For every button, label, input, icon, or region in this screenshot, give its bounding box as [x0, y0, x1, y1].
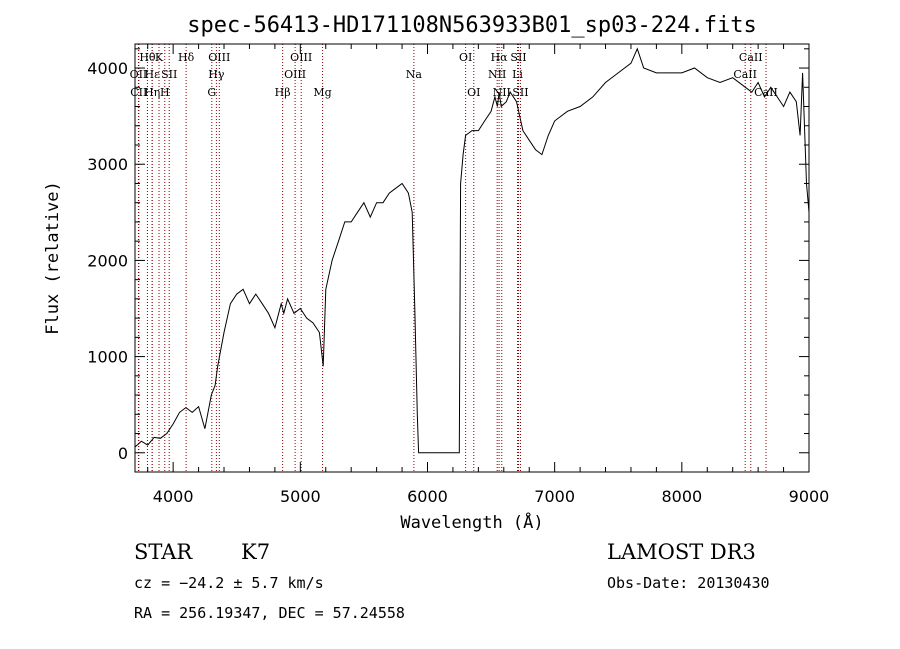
- line-marker-label: Hη: [144, 86, 160, 99]
- line-marker-label: CaII: [733, 68, 757, 81]
- object-type: STAR: [134, 540, 193, 564]
- line-marker-label: OIII: [290, 51, 312, 64]
- line-markers: [137, 44, 767, 472]
- line-marker-label: Hθ: [139, 51, 156, 64]
- line-marker-label: NII: [488, 68, 506, 81]
- line-marker-label: Hβ: [275, 86, 291, 99]
- x-axis-ticks: 4000 5000 6000 7000 8000 9000: [147, 44, 830, 506]
- plot-frame: [134, 43, 810, 473]
- line-marker-label: Mg: [313, 86, 331, 99]
- line-marker-label: G: [207, 86, 216, 99]
- x-tick-label: 8000: [661, 487, 702, 506]
- line-marker-label: OI: [459, 51, 472, 64]
- x-tick-label: 5000: [280, 487, 321, 506]
- line-marker-label: SII: [161, 68, 177, 81]
- line-marker-label: K: [155, 51, 164, 64]
- line-marker-label: SII: [512, 86, 528, 99]
- flux-series-line: [134, 47, 810, 454]
- line-marker-label: OIII: [208, 51, 230, 64]
- line-marker-label: Hα: [491, 51, 509, 64]
- x-axis-label: Wavelength (Å): [400, 511, 543, 533]
- line-marker-label: Li: [512, 68, 523, 81]
- line-marker-label: Hε: [145, 68, 161, 81]
- line-marker-label: SII: [510, 51, 526, 64]
- y-tick-label: 0: [118, 444, 128, 463]
- line-marker-label: CaII: [739, 51, 763, 64]
- y-tick-label: 3000: [87, 155, 128, 174]
- spectral-class: K7: [241, 540, 271, 564]
- line-marker-label: OI: [467, 86, 480, 99]
- line-marker-label: NII: [493, 86, 511, 99]
- x-tick-label: 9000: [789, 487, 830, 506]
- y-axis-label: Flux (relative): [43, 181, 63, 335]
- x-tick-label: 7000: [534, 487, 575, 506]
- observation-date: Obs-Date: 20130430: [607, 574, 770, 592]
- redshift-velocity: cz = −24.2 ± 5.7 km/s: [134, 574, 324, 592]
- x-tick-label: 6000: [407, 487, 448, 506]
- y-tick-label: 1000: [87, 348, 128, 367]
- line-marker-label: H: [160, 86, 170, 99]
- line-marker-label: Hγ: [208, 68, 225, 81]
- y-tick-label: 2000: [87, 251, 128, 270]
- y-axis-ticks: 0 1000 2000 3000 4000: [87, 48, 809, 473]
- survey-name: LAMOST DR3: [607, 540, 756, 564]
- y-tick-label: 4000: [87, 59, 128, 78]
- line-marker-label: OIII: [284, 68, 306, 81]
- line-marker-label: OII: [130, 68, 148, 81]
- chart-title: spec-56413-HD171108N563933B01_sp03-224.f…: [187, 13, 757, 38]
- coordinates: RA = 256.19347, DEC = 57.24558: [134, 604, 405, 622]
- x-tick-label: 4000: [153, 487, 194, 506]
- line-marker-label: Hδ: [178, 51, 195, 64]
- line-marker-label: Na: [406, 68, 423, 81]
